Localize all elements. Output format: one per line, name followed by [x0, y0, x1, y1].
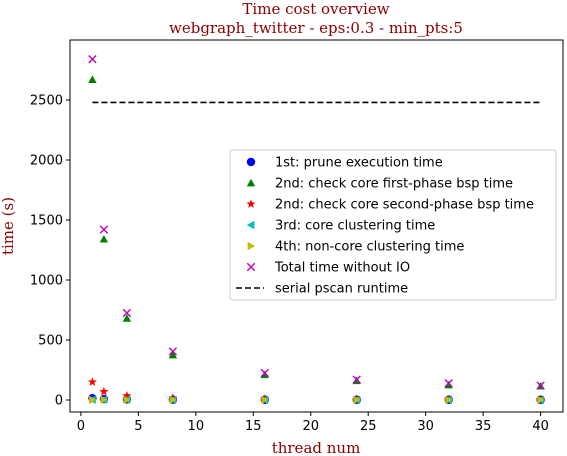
data-point-series-5	[445, 395, 453, 405]
y-tick-label: 0	[55, 394, 63, 409]
x-tick-label: 20	[302, 419, 319, 434]
y-axis-label: time (s)	[0, 197, 17, 255]
data-point-series-6	[168, 347, 178, 356]
data-point-series-6	[88, 55, 97, 64]
data-point-series-3	[99, 386, 109, 396]
y-tick-label: 1000	[30, 274, 63, 289]
data-point-series-5	[261, 395, 269, 405]
x-axis-label: thread num	[272, 439, 361, 456]
x-axis: 0 5 10 15 20 25 30 35 40	[77, 412, 549, 434]
data-point-series-2	[168, 350, 178, 359]
data-points	[87, 55, 546, 405]
data-point-series-2	[99, 235, 109, 243]
data-point-series-5	[89, 395, 97, 404]
data-point-series-6	[122, 308, 132, 318]
data-point-series-3	[87, 377, 97, 386]
data-point-series-2	[88, 75, 97, 83]
data-point-series-3	[122, 391, 132, 400]
legend-marker	[246, 178, 256, 187]
data-point-series-5	[353, 395, 361, 405]
legend-marker	[246, 157, 256, 167]
data-point-series-5	[169, 395, 178, 405]
y-tick-label: 500	[38, 334, 63, 349]
y-tick-label: 1500	[30, 214, 63, 229]
legend-label: 2nd: check core second-phase bsp time	[275, 198, 534, 213]
x-tick-label: 0	[77, 419, 85, 434]
legend-box	[229, 149, 557, 301]
legend-marker	[246, 199, 256, 208]
chart-subtitle: webgraph_twitter - eps:0.3 - min_pts:5	[169, 19, 463, 37]
x-tick-label: 25	[360, 419, 377, 434]
data-point-series-2	[260, 370, 269, 379]
data-point-series-2	[444, 380, 453, 389]
x-tick-label: 30	[417, 419, 434, 434]
legend: 1st: prune execution time 2nd: check core…	[229, 149, 557, 301]
x-tick-label: 15	[245, 419, 262, 434]
legend-marker	[246, 262, 256, 272]
data-point-series-6	[99, 225, 109, 234]
data-point-series-2	[122, 314, 132, 322]
legend-label: 2nd: check core first-phase bsp time	[275, 177, 513, 192]
y-tick-label: 2000	[30, 154, 63, 169]
data-point-series-6	[260, 368, 269, 378]
legend-marker	[246, 220, 255, 230]
legend-label: Total time without IO	[274, 261, 410, 276]
legend-label: 4th: non-core clustering time	[275, 240, 464, 255]
data-point-series-5	[123, 395, 132, 405]
y-tick-label: 2500	[30, 94, 63, 109]
data-point-series-6	[536, 381, 545, 390]
x-tick-label: 40	[532, 419, 549, 434]
data-point-series-6	[352, 375, 361, 384]
legend-marker	[247, 241, 256, 251]
x-tick-label: 10	[188, 419, 205, 434]
data-point-series-5	[100, 395, 109, 404]
chart-title: Time cost overview	[242, 0, 389, 18]
legend-label: serial pscan runtime	[275, 282, 408, 297]
y-axis: 0 500 1000 1500 2000 2500	[30, 94, 70, 409]
legend-label: 1st: prune execution time	[275, 156, 443, 171]
x-tick-label: 35	[475, 419, 492, 434]
x-tick-label: 5	[134, 419, 142, 434]
legend-label: 3rd: core clustering time	[275, 219, 435, 234]
data-point-series-5	[537, 395, 545, 405]
data-point-series-6	[444, 379, 453, 388]
